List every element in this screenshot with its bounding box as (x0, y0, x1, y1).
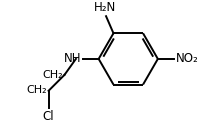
Text: CH₂: CH₂ (26, 85, 47, 95)
Text: Cl: Cl (43, 110, 54, 123)
Text: NH: NH (64, 52, 82, 65)
Text: NO₂: NO₂ (176, 52, 198, 65)
Text: H₂N: H₂N (94, 1, 117, 15)
Text: CH₂: CH₂ (42, 70, 63, 80)
